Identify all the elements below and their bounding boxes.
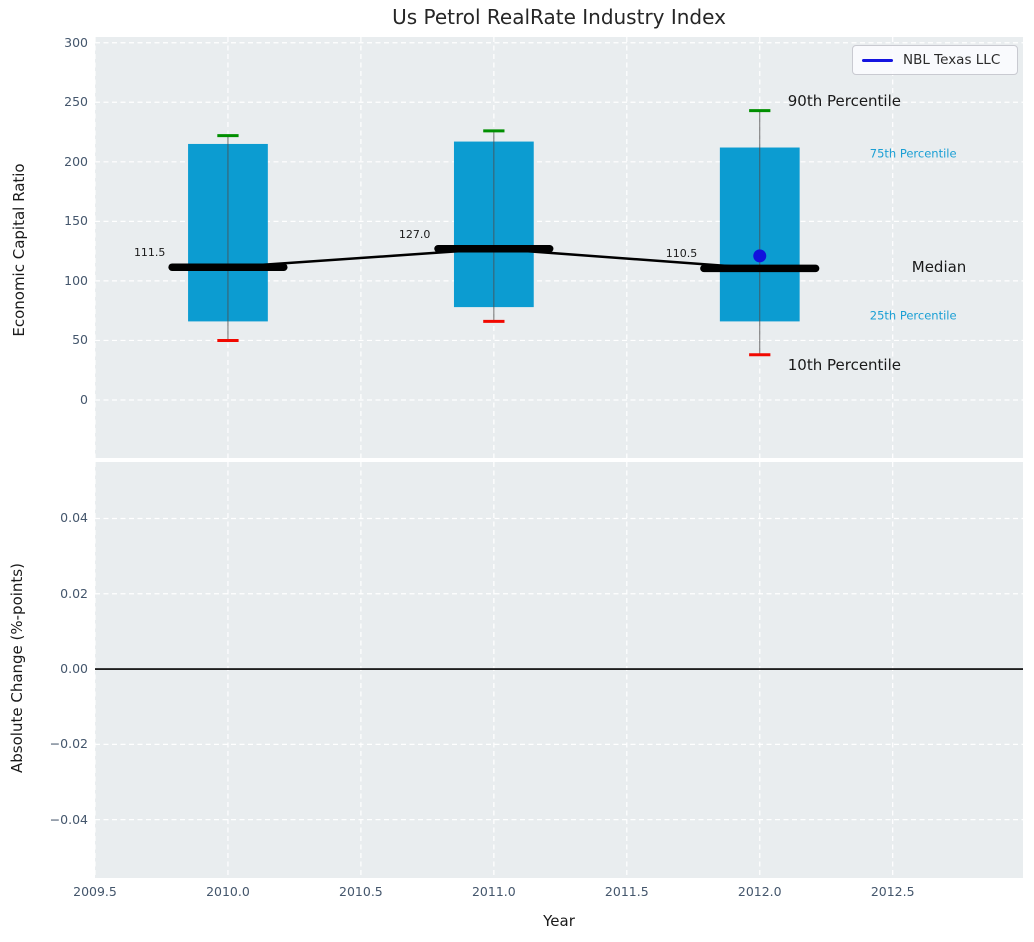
annotation-median: Median bbox=[911, 258, 967, 277]
ytick-top-200: 200 bbox=[64, 153, 88, 169]
boxplot-canvas bbox=[95, 37, 1023, 458]
annotation-127.0: 127.0 bbox=[398, 227, 431, 241]
ytick-bottom-0.04: 0.04 bbox=[60, 510, 88, 526]
annotation-25th-percentile: 25th Percentile bbox=[869, 309, 957, 324]
ytick-top-250: 250 bbox=[64, 94, 88, 110]
ytick-top-150: 150 bbox=[64, 213, 88, 229]
ytick-bottom-0.04: −0.04 bbox=[49, 811, 88, 827]
company-point-2012 bbox=[753, 249, 767, 263]
xtick-2009.5: 2009.5 bbox=[73, 884, 117, 899]
ytick-top-50: 50 bbox=[72, 332, 88, 348]
annotation-110.5: 110.5 bbox=[665, 247, 698, 261]
xtick-2012.0: 2012.0 bbox=[737, 884, 782, 899]
ytick-bottom-0.02: 0.02 bbox=[60, 585, 88, 601]
ytick-top-0: 0 bbox=[80, 392, 88, 407]
ytick-top-300: 300 bbox=[64, 34, 88, 50]
xtick-2011.0: 2011.0 bbox=[471, 884, 516, 899]
legend: NBL Texas LLC bbox=[852, 45, 1018, 75]
xtick-2010.0: 2010.0 bbox=[206, 884, 250, 899]
xtick-2012.5: 2012.5 bbox=[870, 884, 915, 899]
ytick-top-100: 100 bbox=[64, 272, 88, 288]
annotation-10th-percentile: 10th Percentile bbox=[787, 355, 901, 374]
y-axis-label-top: Economic Capital Ratio bbox=[10, 163, 28, 337]
ytick-bottom-0.00: 0.00 bbox=[60, 661, 88, 677]
top-axes-boxplot bbox=[95, 37, 1023, 458]
ytick-bottom-0.02: −0.02 bbox=[49, 736, 88, 752]
annotation-90th-percentile: 90th Percentile bbox=[787, 91, 901, 110]
annotation-111.5: 111.5 bbox=[133, 246, 166, 260]
xtick-2010.5: 2010.5 bbox=[339, 884, 383, 899]
legend-line-icon bbox=[862, 58, 893, 62]
bottom-axes-change bbox=[95, 462, 1023, 878]
xtick-2011.5: 2011.5 bbox=[604, 884, 649, 899]
change-canvas bbox=[95, 462, 1023, 878]
x-axis-label: Year bbox=[543, 912, 575, 930]
annotation-75th-percentile: 75th Percentile bbox=[869, 146, 957, 161]
legend-label: NBL Texas LLC bbox=[903, 52, 1001, 68]
chart-title: Us Petrol RealRate Industry Index bbox=[392, 5, 726, 29]
